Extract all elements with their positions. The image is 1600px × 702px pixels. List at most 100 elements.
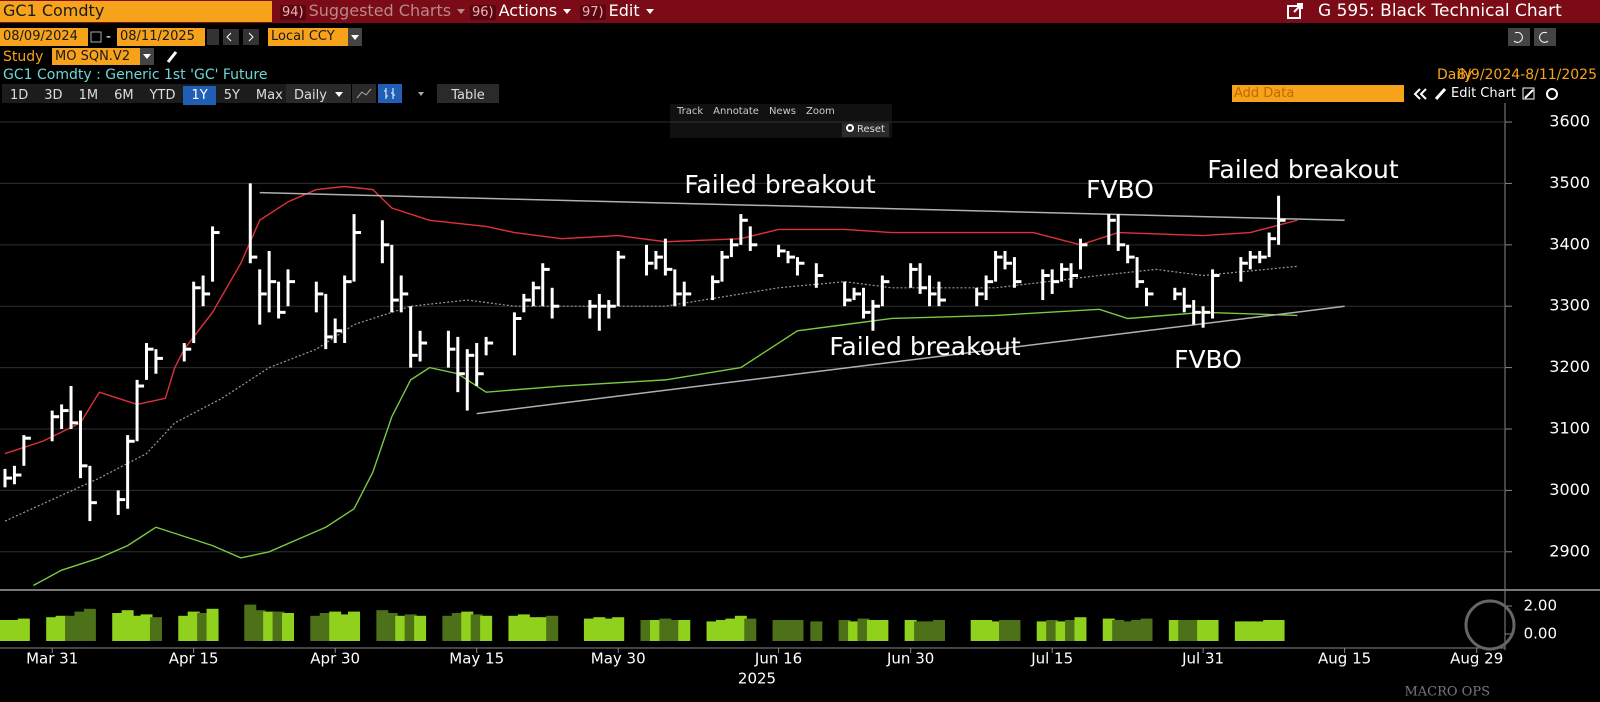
chart-tool[interactable]: Track [677, 106, 704, 117]
annotation: FVBO [1174, 345, 1242, 374]
x-tick-label: Jun 30 [886, 650, 934, 668]
popout-icon[interactable] [1286, 3, 1304, 20]
table-button[interactable]: Table [437, 84, 499, 103]
annotation: Failed breakout [829, 332, 1021, 361]
volume-bar [480, 615, 493, 641]
volume-bar [131, 615, 144, 641]
volume-bar [980, 620, 993, 641]
reset-label: Reset [857, 124, 885, 135]
collapse-icon[interactable] [1410, 86, 1436, 102]
period-button[interactable]: 1D [10, 88, 29, 103]
volume-bar [178, 615, 191, 641]
volume-bar [1008, 620, 1021, 641]
volume-bar [310, 615, 323, 641]
volume-bar [583, 618, 596, 641]
volume-bar [263, 611, 276, 641]
volume-bar [932, 620, 945, 641]
volume-bar [1272, 620, 1285, 641]
currency-dropdown[interactable] [348, 28, 362, 46]
add-data-field[interactable]: Add Data [1232, 85, 1404, 102]
volume-bar [904, 620, 917, 641]
settings-icons[interactable] [1520, 86, 1600, 102]
volume-bar [1178, 620, 1191, 641]
period-button[interactable]: 3D [44, 88, 63, 103]
volume-bar [1102, 618, 1115, 641]
frequency-dropdown[interactable]: Daily [286, 84, 351, 103]
trendline [476, 305, 1345, 415]
volume-bar [442, 615, 455, 641]
chart-tool[interactable]: Annotate [713, 106, 759, 117]
volume-bar [838, 620, 851, 641]
menu-num: 97) [580, 5, 606, 20]
volume-bar [866, 620, 879, 641]
watermark-logo [1464, 599, 1516, 651]
volume-bar [848, 621, 861, 641]
menu-suggested[interactable]: 94) Suggested Charts [280, 1, 473, 20]
period-button[interactable]: Max [255, 88, 283, 103]
period-button[interactable]: 5Y [223, 88, 240, 103]
title-bar [0, 0, 1600, 23]
volume-bar [1253, 621, 1266, 641]
study-tools[interactable] [140, 48, 180, 65]
calendar-icon[interactable] [90, 30, 102, 44]
chart-tool[interactable]: Zoom [805, 106, 835, 117]
period-button[interactable]: 1M [78, 88, 99, 103]
volume-bar [121, 610, 134, 641]
overlay-line [32, 308, 1298, 587]
x-axis-title: 2025 [738, 670, 776, 688]
volume-bar [55, 615, 68, 641]
period-button[interactable]: 1Y [183, 86, 216, 105]
start-date[interactable]: 08/09/2024 [0, 28, 88, 46]
volume-bar [527, 617, 540, 641]
volume-bar [640, 620, 653, 641]
volume-bar [329, 611, 342, 641]
end-date[interactable]: 08/11/2025 [117, 28, 205, 46]
annotation: FVBO [1086, 175, 1154, 204]
volume-bar [668, 620, 681, 641]
volume-bar [810, 621, 823, 641]
volume-bar [414, 615, 427, 641]
volume-bar [272, 611, 285, 641]
volume-bar [536, 617, 549, 641]
study-field[interactable]: MO SQN.V2 [52, 48, 140, 65]
volume-bar [999, 620, 1011, 641]
volume-bar [546, 615, 559, 641]
volume-bar [404, 614, 417, 641]
volume-bar [8, 620, 21, 641]
volume-bar [282, 613, 295, 641]
reset-button[interactable]: Reset [842, 123, 889, 137]
currency-field[interactable]: Local CCY [268, 28, 348, 46]
period-button[interactable]: 6M [114, 88, 134, 103]
x-tick-label: Aug 29 [1450, 650, 1503, 668]
annotation: Failed breakout [1207, 155, 1399, 184]
undo-redo[interactable] [1508, 28, 1598, 46]
volume-bar [112, 613, 125, 641]
volume-bar [319, 613, 332, 641]
x-tick-label: Mar 31 [26, 650, 78, 668]
chart-type-buttons[interactable] [352, 84, 432, 103]
ticker-field[interactable]: GC1 Comdty [0, 1, 272, 22]
volume-bar [376, 610, 389, 641]
volume-bar [1112, 620, 1125, 641]
chart-tool[interactable]: News [768, 106, 796, 117]
volume-bar [1140, 618, 1153, 641]
menu-actions[interactable]: 96) Actions [470, 1, 579, 20]
date-nav[interactable] [207, 28, 263, 46]
menu-edit[interactable]: 97) Edit [580, 1, 662, 20]
volume-bar [659, 618, 672, 641]
volume-bar [140, 614, 153, 641]
volume-bar [914, 621, 927, 641]
volume-bar [989, 621, 1002, 641]
period-button[interactable]: YTD [149, 88, 176, 103]
menu-label: Edit [608, 1, 640, 20]
edit-chart[interactable]: Edit Chart [1451, 86, 1517, 101]
menu-num: 94) [280, 5, 306, 20]
overlay-line [4, 185, 1298, 455]
y-tick-label: 3600 [1549, 112, 1590, 131]
x-tick-label: Jun 16 [754, 650, 802, 668]
volume-bar [1121, 621, 1134, 641]
volume-bar [74, 611, 87, 641]
volume-bar [772, 620, 785, 641]
volume-bar [1168, 620, 1181, 641]
